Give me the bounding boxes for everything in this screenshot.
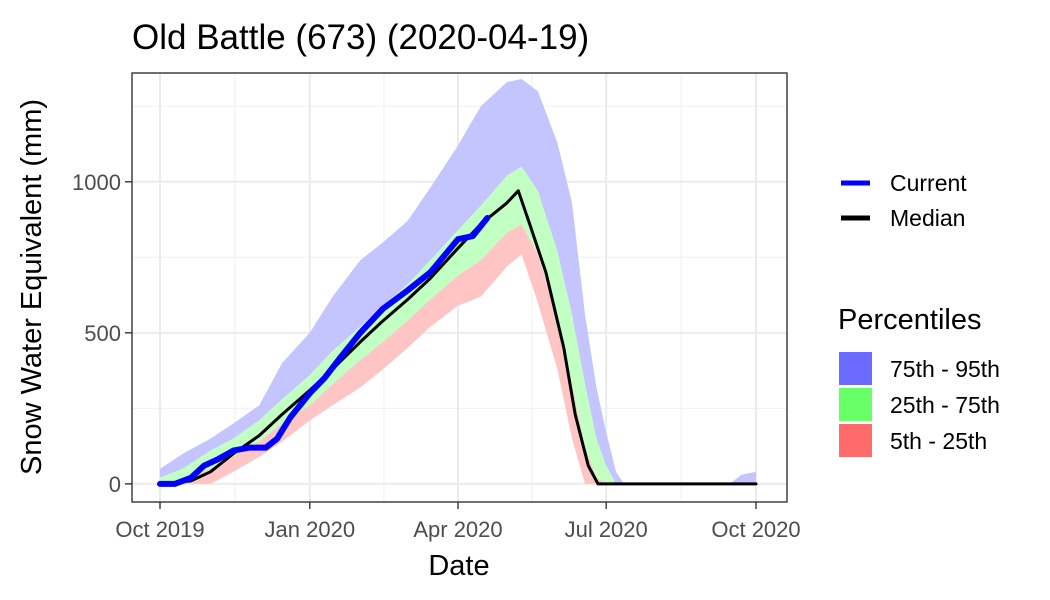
chart-title: Old Battle (673) (2020-04-19): [132, 18, 589, 57]
series-lines: [157, 189, 758, 487]
y-axis: 0 500 1000: [72, 170, 132, 497]
y-tick-label: 0: [109, 472, 121, 497]
legend-label-median: Median: [890, 205, 965, 231]
band-25-75: [160, 166, 756, 484]
x-tick-label: Jan 2020: [265, 517, 356, 542]
x-tick-label: Apr 2020: [413, 517, 502, 542]
legend-label-band-0: 75th - 95th: [890, 356, 1000, 382]
x-axis-title: Date: [428, 550, 489, 582]
legend-label-band-2: 5th - 25th: [890, 428, 987, 454]
series-line-current: [157, 215, 491, 487]
legend-key-band-1: [839, 388, 872, 421]
band-75-95: [160, 79, 756, 484]
legend-label-current: Current: [890, 170, 967, 196]
series-line-median: [158, 189, 758, 486]
x-axis: Oct 2019 Jan 2020 Apr 2020 Jul 2020 Oct 2020: [115, 502, 801, 542]
y-axis-title: Snow Water Equivalent (mm): [16, 99, 48, 475]
percentile-bands: [160, 79, 756, 484]
legend-label-band-1: 25th - 75th: [890, 392, 1000, 418]
x-tick-label: Oct 2019: [115, 517, 204, 542]
plot-border: [131, 72, 788, 503]
y-tick-label: 1000: [72, 170, 121, 195]
legend: Current Median Percentiles 75th - 95th 25th …: [838, 170, 1000, 457]
x-tick-label: Oct 2020: [711, 517, 800, 542]
legend-key-band-0: [839, 352, 872, 385]
legend-bands-title: Percentiles: [838, 304, 981, 336]
plot-area: [131, 72, 788, 503]
y-tick-label: 500: [84, 321, 121, 346]
band-5-25: [160, 224, 756, 484]
legend-key-band-2: [839, 424, 872, 457]
x-tick-label: Jul 2020: [565, 517, 648, 542]
